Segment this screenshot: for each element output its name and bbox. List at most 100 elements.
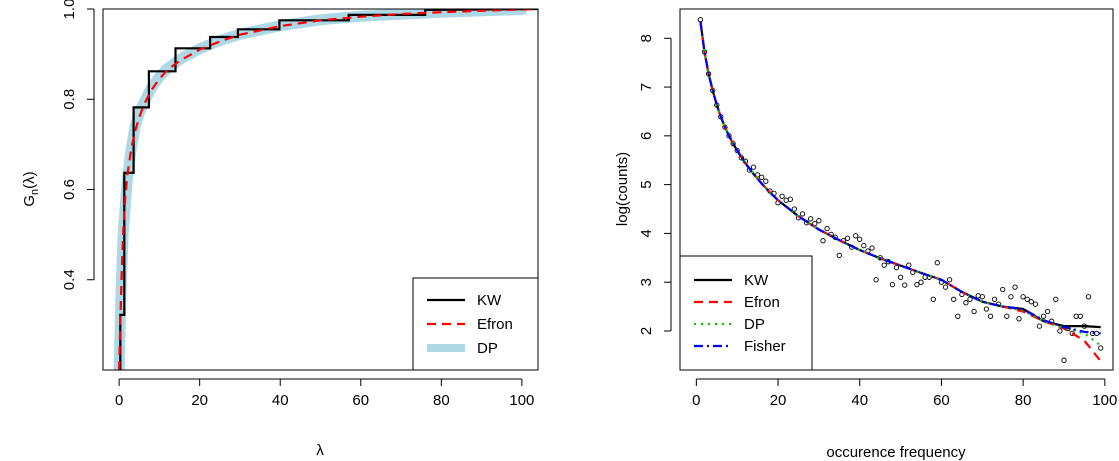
cdf-plot-area [113, 9, 538, 370]
data-point [1028, 299, 1034, 305]
data-point [902, 282, 908, 288]
data-point [991, 296, 998, 302]
cdf-x-axis-label: λ [316, 442, 324, 459]
x-tick-label: 60 [352, 392, 369, 409]
y-tick-label: 5 [638, 180, 655, 188]
data-point [1000, 286, 1006, 293]
x-tick-label: 80 [433, 392, 450, 409]
data-point [824, 225, 830, 232]
x-tick-label: 20 [191, 392, 208, 409]
legend-label-kw: KW [744, 272, 769, 289]
data-point [1012, 284, 1018, 290]
data-point [853, 233, 859, 239]
data-point [820, 238, 826, 244]
data-point [881, 262, 887, 268]
data-point [1020, 294, 1026, 300]
log-counts-y-axis-label: log(counts) [614, 152, 631, 226]
data-point [779, 193, 785, 199]
data-point [906, 262, 912, 268]
x-tick-label: 80 [1015, 392, 1032, 409]
y-tick-label: 4 [638, 229, 655, 237]
data-point [1085, 294, 1092, 300]
data-point [1069, 330, 1075, 337]
data-point [1057, 328, 1063, 334]
data-point [946, 277, 953, 283]
log-counts-x-axis-label: occurence frequency [826, 444, 966, 461]
data-point [791, 206, 798, 212]
cdf-y-label-rest: (λ) [21, 171, 38, 189]
series-efron-line [118, 9, 538, 370]
legend-label-dp: DP [477, 340, 498, 357]
x-tick-label: 0 [115, 392, 123, 409]
cdf-y-axis-label: Gn(λ) [21, 171, 41, 206]
legend-label-kw: KW [477, 292, 502, 309]
data-point [1016, 316, 1022, 322]
cdf-y-label-subscript: n [29, 189, 41, 195]
data-point [1036, 323, 1043, 329]
log-counts-plot-area [697, 17, 1104, 363]
data-point [750, 164, 757, 170]
legend-label-efron: Efron [744, 294, 780, 311]
data-point [897, 274, 904, 280]
data-point [963, 300, 969, 306]
data-point [1008, 294, 1014, 300]
data-point [734, 147, 740, 154]
x-tick-label: 100 [509, 392, 534, 409]
cdf-legend: KW Efron DP [412, 277, 539, 371]
data-point [1004, 313, 1010, 319]
x-tick-label: 40 [272, 392, 289, 409]
cdf-y-label-base: G [21, 195, 38, 207]
cdf-axes: 0 20 40 60 80 100 0.4 0.6 0.8 1.0 [61, 0, 534, 409]
data-point [987, 313, 994, 319]
data-point [983, 306, 990, 312]
log-counts-plot-frame [679, 8, 1114, 371]
data-point [1077, 313, 1083, 319]
data-point [1098, 345, 1104, 351]
data-point [942, 284, 949, 290]
y-tick-label: 8 [638, 34, 655, 42]
y-tick-label: 6 [638, 132, 655, 140]
plot-clip-group [697, 17, 1104, 363]
data-point [869, 245, 875, 251]
y-tick-label: 1.0 [61, 0, 78, 19]
y-tick-label: 0.6 [61, 179, 78, 200]
legend-label-dp: DP [744, 316, 765, 333]
y-tick-label: 7 [638, 83, 655, 91]
data-point [1053, 296, 1059, 302]
legend-box [679, 255, 813, 371]
data-point [955, 313, 961, 319]
log-counts-axes: 0 20 40 60 80 100 2 3 4 5 6 7 8 [638, 34, 1117, 409]
data-point [951, 296, 957, 302]
y-tick-label: 0.4 [61, 269, 78, 290]
data-point [836, 252, 842, 259]
data-point [934, 260, 940, 266]
data-point [799, 211, 806, 217]
data-point [914, 281, 920, 288]
plot-clip-group [113, 9, 538, 370]
data-point [844, 235, 851, 241]
data-point [971, 308, 977, 315]
cdf-plot-frame [102, 8, 539, 371]
log-counts-legend: KW Efron DP Fisher [679, 255, 813, 371]
data-point [979, 294, 985, 300]
series-fisher-line [699, 21, 1101, 335]
x-tick-label: 100 [1092, 392, 1117, 409]
x-tick-label: 20 [770, 392, 787, 409]
data-point [763, 178, 769, 184]
data-point [861, 242, 867, 249]
x-tick-label: 40 [851, 392, 868, 409]
data-point [1032, 301, 1039, 307]
cdf-chart: 0 20 40 60 80 100 0.4 0.6 0.8 1.0 λ Gn(λ) KW Efron… [21, 0, 539, 459]
data-point [759, 174, 765, 180]
data-point [857, 236, 863, 242]
data-point [1061, 357, 1067, 363]
data-point [1040, 313, 1047, 319]
x-tick-label: 0 [692, 392, 700, 409]
data-point [1024, 296, 1030, 302]
y-tick-label: 3 [638, 278, 655, 286]
data-point [918, 279, 924, 285]
y-tick-label: 0.8 [61, 89, 78, 110]
